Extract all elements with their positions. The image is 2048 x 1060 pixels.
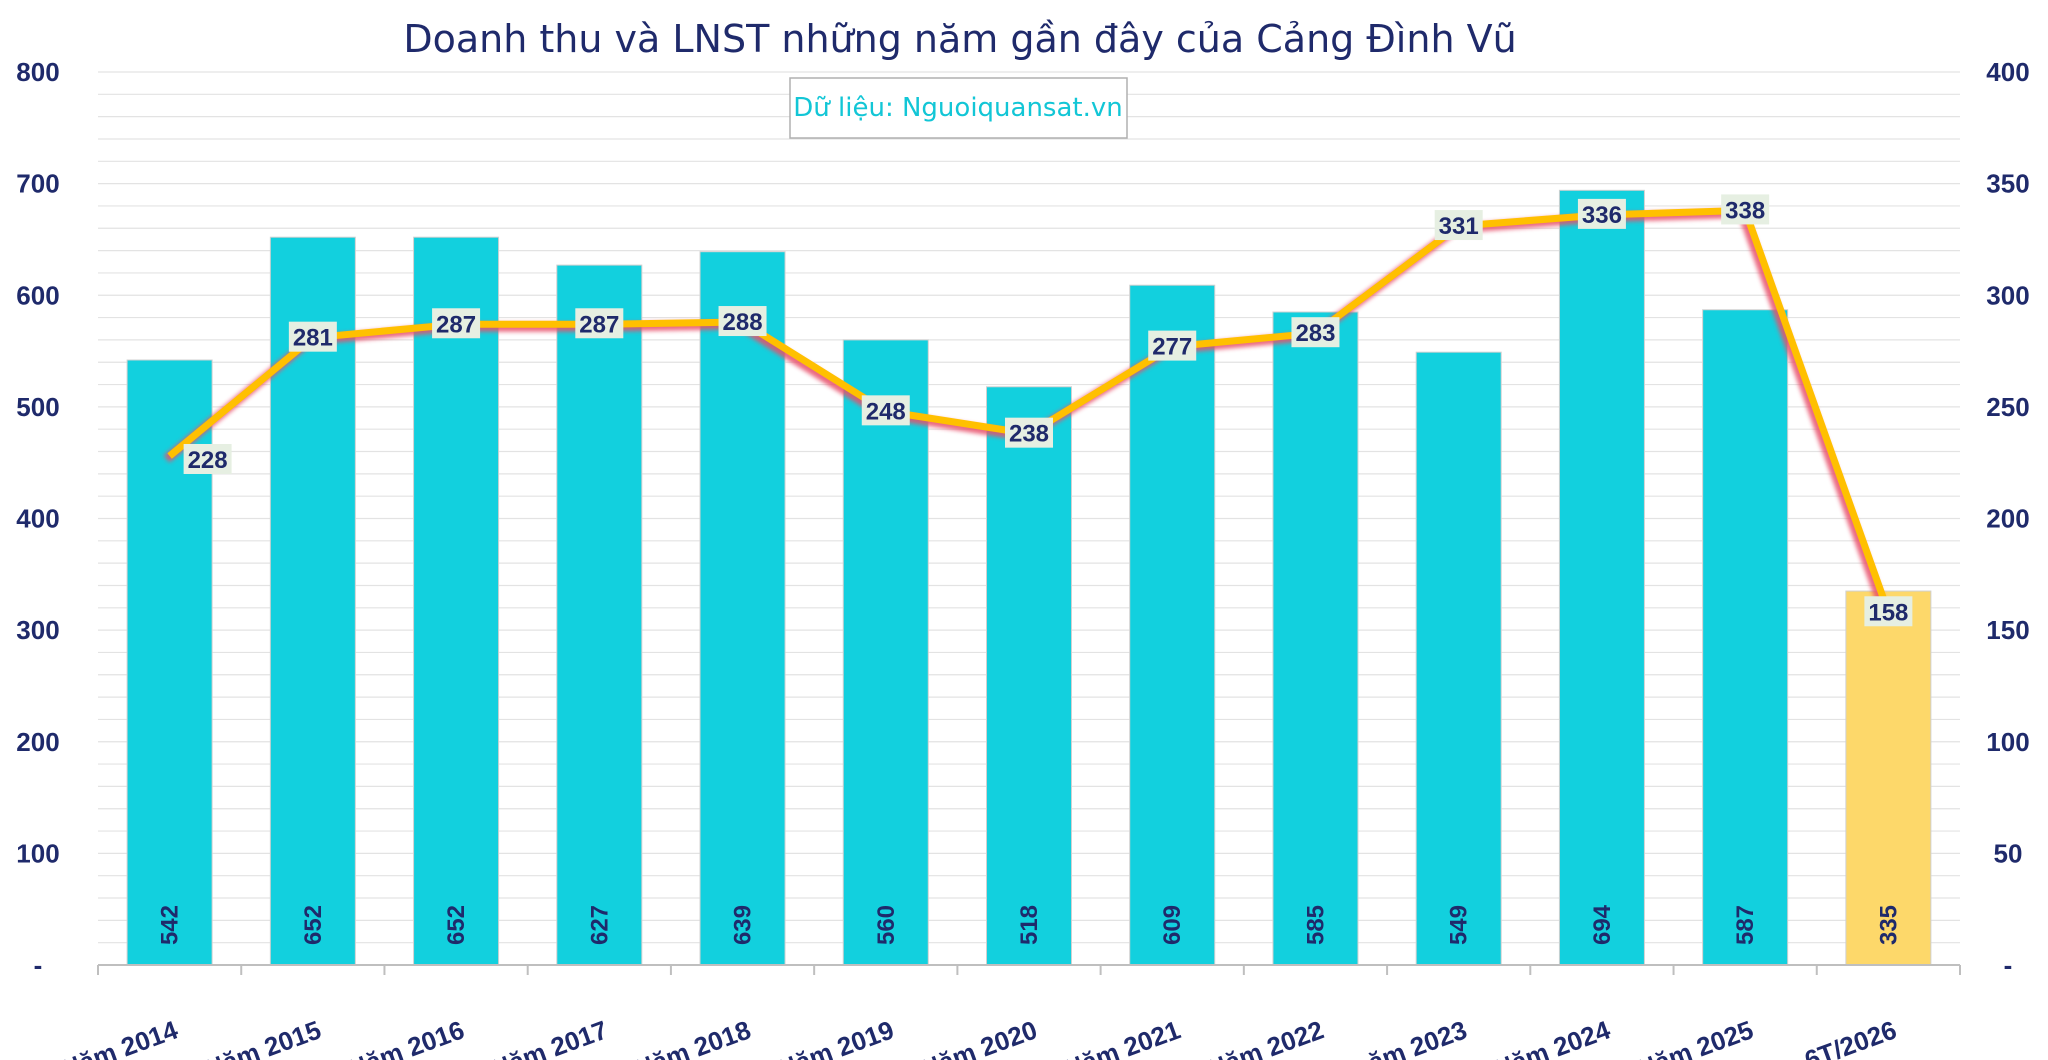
revenue-bar — [556, 264, 643, 966]
left-axis-tick: 600 — [16, 280, 59, 310]
bar-value-label: 627 — [586, 905, 613, 945]
revenue-bar — [1558, 189, 1645, 966]
left-axis-tick: 300 — [16, 615, 59, 645]
category-label: Năm 2015 — [201, 1014, 325, 1060]
bar-value-label: 335 — [1875, 905, 1902, 945]
right-axis-tick: - — [2004, 950, 2013, 980]
left-axis-tick: 700 — [16, 169, 59, 199]
revenue-bar — [413, 236, 500, 966]
profit-value-label: 287 — [436, 311, 476, 338]
category-label: Năm 2022 — [1203, 1014, 1327, 1060]
bar-value-label: 609 — [1159, 905, 1186, 945]
profit-value-label: 331 — [1439, 213, 1479, 240]
profit-label-box — [1434, 210, 1483, 241]
left-axis-tick: 200 — [16, 727, 59, 757]
profit-value-label: 158 — [1868, 599, 1908, 626]
profit-value-label: 283 — [1295, 320, 1335, 347]
profit-label-box — [1291, 317, 1340, 348]
category-label: 6T/2026 — [1801, 1014, 1901, 1060]
left-axis-tick: 100 — [16, 838, 59, 868]
right-axis-tick: 150 — [1986, 615, 2029, 645]
bar-value-label: 694 — [1589, 904, 1616, 945]
profit-value-label: 238 — [1009, 421, 1049, 448]
category-label: năm 2023 — [1349, 1014, 1471, 1060]
bar-value-label: 639 — [730, 905, 757, 945]
right-axis-tick: 350 — [1986, 169, 2029, 199]
category-label: Năm 2021 — [1060, 1014, 1184, 1060]
right-axis-tick: 50 — [1994, 838, 2023, 868]
category-label: Năm 2018 — [630, 1014, 754, 1060]
right-axis-tick: 300 — [1986, 280, 2029, 310]
bar-value-label: 542 — [157, 905, 184, 945]
bar-value-label: 549 — [1446, 905, 1473, 945]
revenue-bar — [986, 386, 1072, 966]
right-axis-tick: 250 — [1986, 392, 2029, 422]
category-label: Năm 2025 — [1633, 1014, 1757, 1060]
profit-label-box — [1005, 417, 1053, 448]
revenue-bar — [1129, 284, 1216, 966]
chart-title: Doanh thu và LNST những năm gần đây của … — [403, 17, 1516, 61]
source-box: Dữ liệu: Nguoiquansat.vn — [789, 77, 1128, 139]
profit-label-box — [1577, 198, 1626, 229]
right-axis-tick: 200 — [1986, 504, 2029, 534]
profit-label-box — [861, 395, 910, 426]
profit-value-label: 287 — [579, 311, 619, 338]
profit-value-label: 228 — [188, 447, 228, 474]
revenue-bar — [1702, 309, 1789, 966]
category-label: Năm 2024 — [1490, 1014, 1615, 1060]
profit-value-label: 338 — [1725, 197, 1765, 224]
category-label: Năm 2020 — [917, 1014, 1041, 1060]
profit-value-label: 288 — [723, 309, 763, 336]
bar-value-label: 652 — [443, 905, 470, 945]
revenue-bar — [842, 339, 929, 966]
source-label: Dữ liệu: Nguoiquansat.vn — [793, 93, 1122, 123]
profit-label-box — [1864, 596, 1913, 627]
revenue-bar — [1415, 351, 1502, 966]
bar-value-label: 587 — [1732, 905, 1759, 945]
profit-label-box — [288, 321, 337, 352]
left-axis-tick: - — [34, 950, 43, 980]
bar-value-label: 560 — [873, 905, 900, 945]
revenue-bar — [699, 251, 786, 966]
profit-value-label: 336 — [1582, 202, 1622, 229]
left-axis-tick: 500 — [16, 392, 59, 422]
category-label: Năm 2019 — [773, 1014, 897, 1060]
category-label: Năm 2016 — [344, 1014, 468, 1060]
bar-value-label: 585 — [1302, 905, 1329, 945]
profit-label-box — [1148, 330, 1197, 361]
right-axis-tick: 100 — [1986, 727, 2029, 757]
profit-label-box — [1721, 194, 1770, 225]
data-labels: 542 652 652 627 639 560 518 609 585 549 694 587 335 2… — [157, 194, 1913, 945]
revenue-bar — [1845, 590, 1932, 966]
category-label: Năm 2017 — [487, 1014, 611, 1060]
bar-value-label: 652 — [300, 905, 327, 945]
bar-value-label: 518 — [1016, 905, 1043, 945]
profit-value-label: 281 — [293, 325, 333, 352]
profit-label-box — [183, 443, 232, 474]
profit-value-label: 277 — [1152, 334, 1192, 361]
left-axis-tick: 400 — [16, 504, 59, 534]
revenue-bars — [126, 189, 1932, 966]
revenue-bar — [1272, 311, 1359, 966]
profit-label-box — [575, 308, 624, 339]
category-label: Năm 2014 — [57, 1014, 182, 1060]
right-axis-tick: 400 — [1986, 57, 2029, 87]
profit-label-box — [432, 308, 481, 339]
profit-label-box — [718, 306, 767, 337]
profit-value-label: 248 — [866, 398, 906, 425]
left-axis-tick: 800 — [16, 57, 59, 87]
